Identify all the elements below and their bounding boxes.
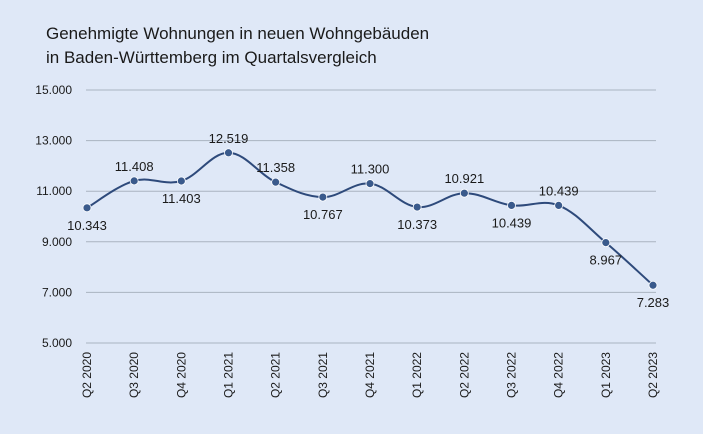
- x-tick-label: Q1 2021: [222, 352, 236, 398]
- chart-title: Genehmigte Wohnungen in neuen Wohngebäud…: [46, 22, 429, 70]
- data-label: 12.519: [209, 131, 249, 146]
- x-tick-label: Q2 2021: [269, 352, 283, 398]
- x-tick-label: Q4 2022: [552, 352, 566, 398]
- y-tick-label: 9.000: [42, 235, 72, 249]
- data-label: 10.373: [397, 217, 437, 232]
- data-label: 10.767: [303, 207, 343, 222]
- data-label: 11.358: [256, 160, 295, 175]
- data-label: 11.300: [351, 162, 390, 177]
- data-point: [129, 176, 139, 186]
- chart-title-line-1: Genehmigte Wohnungen in neuen Wohngebäud…: [46, 24, 430, 43]
- data-point: [601, 238, 611, 248]
- x-tick-label: Q1 2023: [599, 352, 613, 398]
- data-label: 10.343: [67, 218, 107, 233]
- data-point: [365, 179, 375, 189]
- data-label: 7.283: [637, 295, 670, 310]
- data-label: 10.921: [444, 171, 484, 186]
- y-tick-label: 11.000: [36, 184, 72, 198]
- data-label: 8.967: [590, 253, 623, 268]
- y-tick-label: 7.000: [42, 285, 72, 299]
- chart-title-line-2: in Baden-Württemberg im Quartalsvergleic…: [46, 48, 377, 67]
- data-point: [176, 176, 186, 186]
- x-tick-label: Q3 2020: [127, 352, 141, 398]
- data-label: 11.408: [115, 159, 154, 174]
- x-tick-label: Q1 2022: [410, 352, 424, 398]
- x-tick-label: Q4 2021: [363, 352, 377, 398]
- data-point: [224, 148, 233, 158]
- x-tick-label: Q3 2021: [316, 352, 330, 398]
- data-point: [318, 192, 328, 202]
- x-tick-label: Q2 2020: [80, 352, 94, 398]
- data-point: [554, 200, 564, 210]
- data-point: [412, 202, 422, 212]
- x-tick-label: Q2 2022: [457, 352, 471, 398]
- x-tick-label: Q2 2023: [646, 352, 660, 398]
- y-tick-label: 15.000: [35, 83, 72, 97]
- x-tick-label: Q4 2020: [174, 352, 188, 398]
- data-point: [82, 203, 92, 213]
- data-point: [271, 177, 281, 187]
- data-point: [459, 188, 469, 198]
- x-tick-label: Q3 2022: [505, 352, 519, 398]
- data-label: 10.439: [539, 183, 579, 198]
- data-label: 11.403: [162, 191, 201, 206]
- y-tick-label: 5.000: [42, 336, 72, 350]
- y-tick-label: 13.000: [35, 134, 72, 148]
- data-label: 10.439: [492, 215, 532, 230]
- data-point: [648, 280, 658, 290]
- data-point: [507, 200, 516, 210]
